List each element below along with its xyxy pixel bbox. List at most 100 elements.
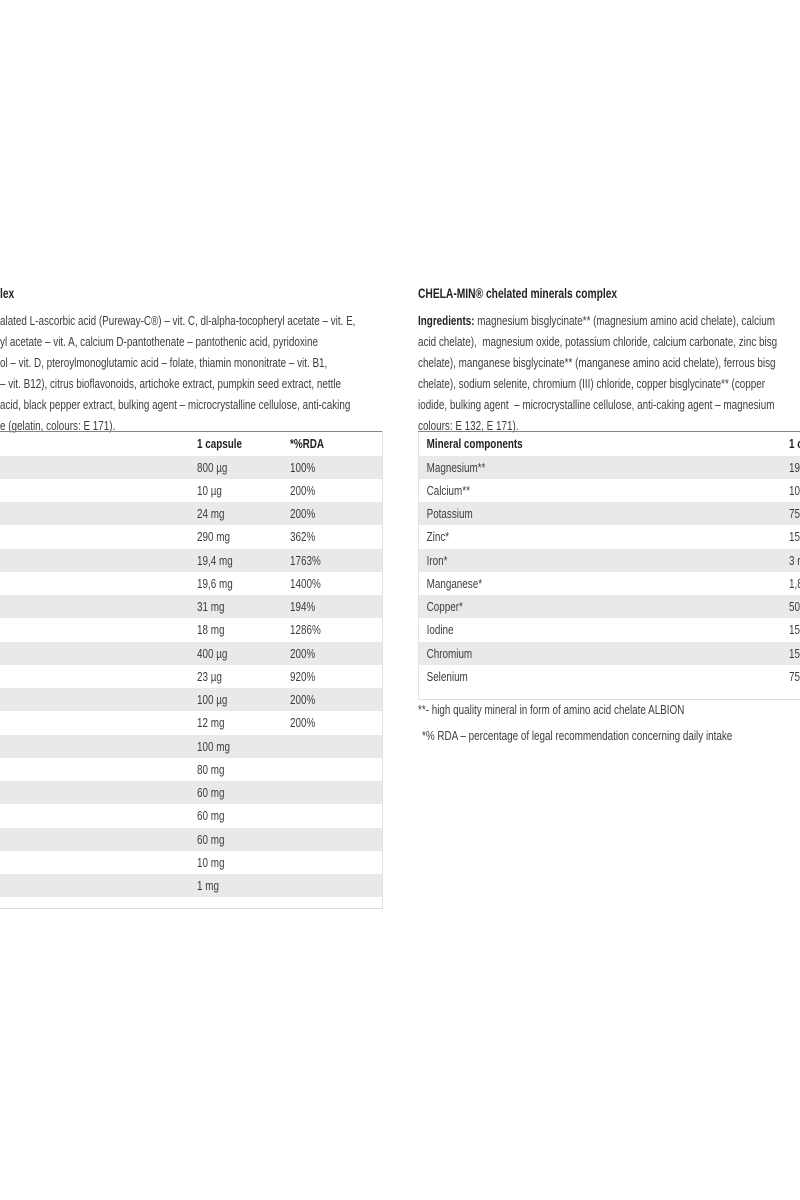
cell-amount: 290 mg	[197, 529, 230, 545]
ingredients-line: alated L-ascorbic acid (Pureway-C®) – vi…	[0, 313, 356, 328]
cell-mineral-name: Iodine	[426, 622, 454, 638]
table-row: 1 mg	[0, 874, 382, 898]
table-filler-row	[419, 688, 800, 699]
cell-amount: 60 mg	[197, 831, 225, 847]
table-row: 60 mg	[0, 827, 382, 851]
cell-amount: 1 mg	[197, 878, 219, 894]
table-row: Manganese* 1,8	[419, 572, 800, 595]
vitamins-title-fragment: lex	[0, 286, 15, 301]
cell-amount: 75	[788, 506, 800, 522]
cell-amount: 80 mg	[197, 761, 225, 777]
table-row: Copper* 50	[418, 595, 800, 619]
table-row: 19,6 mg 1400%	[0, 572, 382, 595]
cell-amount: 19	[788, 459, 800, 475]
vitamins-table: 1 capsule *%RDA 800 µg 100% 10 µg 200% 24 …	[0, 431, 383, 909]
vitamins-section-title: lex	[0, 286, 382, 301]
chela-min-section: CHELA-MIN® chelated minerals complex Ing…	[418, 286, 800, 756]
minerals-table-header: Mineral components 1 capsule	[419, 432, 800, 456]
ingredients-line: iodide, bulking agent – microcrystalline…	[418, 397, 775, 412]
cell-rda: 200%	[290, 506, 316, 522]
cell-rda: 194%	[290, 599, 316, 615]
cell-rda: 362%	[290, 529, 316, 545]
cell-amount: 31 mg	[197, 599, 225, 615]
table-row: 400 µg 200%	[0, 641, 382, 665]
cell-amount: 100 µg	[197, 692, 228, 708]
cell-amount: 19,4 mg	[197, 552, 233, 568]
cell-mineral-name: Potassium	[426, 506, 473, 522]
cell-mineral-name: Zinc*	[426, 529, 450, 545]
cell-amount: 1,8	[788, 575, 800, 591]
cell-rda: 200%	[290, 645, 316, 661]
table-row: 800 µg 100%	[0, 455, 382, 479]
table-row: 19,4 mg 1763%	[0, 548, 382, 572]
cell-rda: 1400%	[290, 575, 321, 591]
cell-mineral-name: Calcium**	[426, 482, 470, 498]
cell-mineral-name: Manganese*	[426, 575, 483, 591]
minerals-table: Mineral components 1 capsule Magnesium**…	[418, 431, 800, 700]
cell-rda: 1286%	[290, 622, 321, 638]
cell-mineral-name: Chromium	[426, 645, 473, 661]
table-row: 23 µg 920%	[0, 665, 382, 688]
cell-amount: 60 mg	[197, 785, 225, 801]
vitamins-complex-section: lex alated L-ascorbic acid (Pureway-C®) …	[0, 286, 383, 909]
cell-rda: 1763%	[290, 552, 321, 568]
footnote-rda: *% RDA – percentage of legal recommendat…	[422, 728, 733, 743]
table-filler-row	[0, 897, 382, 908]
cell-rda: 920%	[290, 668, 316, 684]
table-row: 12 mg 200%	[0, 711, 382, 734]
table-row: 24 mg 200%	[0, 502, 382, 526]
ingredients-line: e (gelatin, colours: E 171).	[0, 418, 116, 433]
table-row: Potassium 75	[418, 502, 800, 526]
table-row: 80 mg	[0, 758, 382, 781]
table-row: 10 µg 200%	[0, 479, 382, 502]
ingredients-line: acid, black pepper extract, bulking agen…	[0, 397, 351, 412]
cell-mineral-name: Copper*	[426, 599, 463, 615]
cell-amount: 10 µg	[197, 482, 222, 498]
ingredients-line: acid chelate), magnesium oxide, potassiu…	[418, 334, 778, 349]
table-row: Magnesium** 19	[418, 455, 800, 479]
cell-amount: 10	[788, 482, 800, 498]
cell-amount: 400 µg	[197, 645, 228, 661]
table-row: Zinc* 15	[419, 525, 800, 548]
ingredients-line: yl acetate – vit. A, calcium D-pantothen…	[0, 334, 319, 349]
table-row: 60 mg	[0, 804, 382, 827]
column-header-rda: *%RDA	[290, 436, 325, 452]
table-row: Selenium 75	[419, 665, 800, 688]
chela-min-ingredients-paragraph: Ingredients: magnesium bisglycinate** (m…	[418, 310, 800, 436]
ingredients-line: ol – vit. D, pteroylmonoglutamic acid – …	[0, 355, 328, 370]
ingredients-line: – vit. B12), citrus bioflavonoids, artic…	[0, 376, 342, 391]
cell-amount: 10 mg	[197, 854, 225, 870]
table-row: 10 mg	[0, 851, 382, 874]
cell-amount: 19,6 mg	[197, 575, 233, 591]
cell-amount: 18 mg	[197, 622, 225, 638]
ingredients-line: Ingredients: magnesium bisglycinate** (m…	[418, 310, 775, 331]
vitamins-ingredients-paragraph: alated L-ascorbic acid (Pureway-C®) – vi…	[0, 310, 382, 436]
vitamins-table-header: 1 capsule *%RDA	[0, 432, 382, 456]
ingredients-line: chelate), sodium selenite, chromium (III…	[418, 376, 766, 391]
table-row: Iron* 3 m	[418, 548, 800, 572]
cell-rda: 200%	[290, 692, 316, 708]
ingredients-line: chelate), manganese bisglycinate** (mang…	[418, 355, 776, 370]
cell-amount: 60 mg	[197, 808, 225, 824]
cell-amount: 24 mg	[197, 506, 225, 522]
table-row: 18 mg 1286%	[0, 618, 382, 641]
cell-mineral-name: Selenium	[426, 668, 468, 684]
cell-amount: 800 µg	[197, 459, 228, 475]
cell-mineral-name: Magnesium**	[426, 459, 486, 475]
cell-amount: 100 mg	[197, 738, 230, 754]
cell-amount: 15	[788, 529, 800, 545]
cell-amount: 12 mg	[197, 715, 225, 731]
table-row: 31 mg 194%	[0, 595, 382, 619]
column-header-capsule: 1 capsule	[197, 436, 243, 452]
chela-min-title: CHELA-MIN® chelated minerals complex	[418, 286, 618, 301]
column-header-mineral-components: Mineral components	[426, 436, 523, 452]
cell-amount: 23 µg	[197, 668, 222, 684]
table-row: Chromium 15	[418, 641, 800, 665]
table-row: 290 mg 362%	[0, 525, 382, 548]
table-row: 100 µg 200%	[0, 688, 382, 712]
ingredients-line-rest: magnesium bisglycinate** (magnesium amin…	[474, 313, 775, 328]
cell-amount: 75	[788, 668, 800, 684]
cell-amount: 3 m	[788, 552, 800, 568]
cell-mineral-name: Iron*	[426, 552, 448, 568]
